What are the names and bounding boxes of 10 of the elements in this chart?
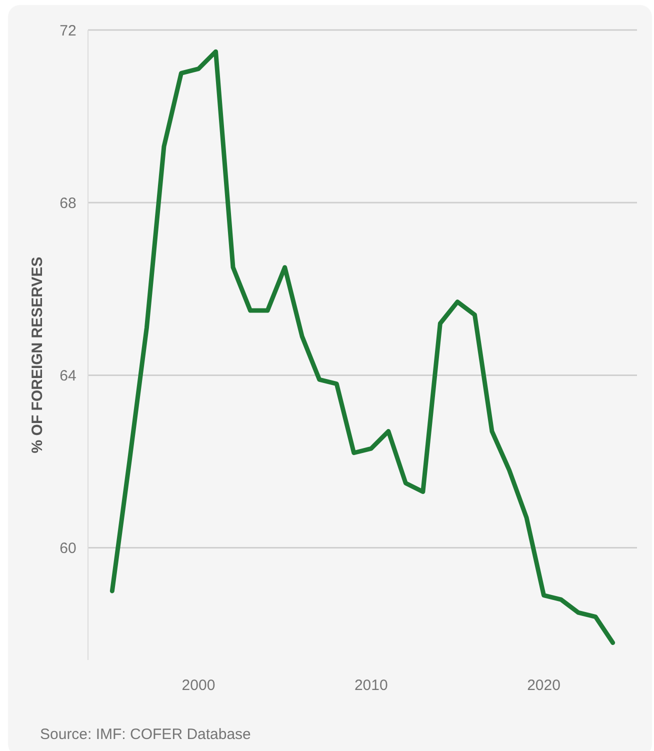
source-note: Source: IMF: COFER Database (40, 726, 251, 743)
y-tick-label: 64 (60, 367, 76, 384)
y-tick-label: 60 (60, 540, 76, 558)
x-tick-label: 2010 (354, 677, 388, 694)
y-tick-label: 72 (60, 22, 76, 40)
y-axis-title: % OF FOREIGN RESERVES (29, 256, 46, 454)
x-tick-label: 2020 (527, 677, 560, 694)
y-tick-label: 68 (60, 194, 76, 212)
x-tick-label: 2000 (182, 677, 216, 694)
line-series (110, 49, 616, 645)
